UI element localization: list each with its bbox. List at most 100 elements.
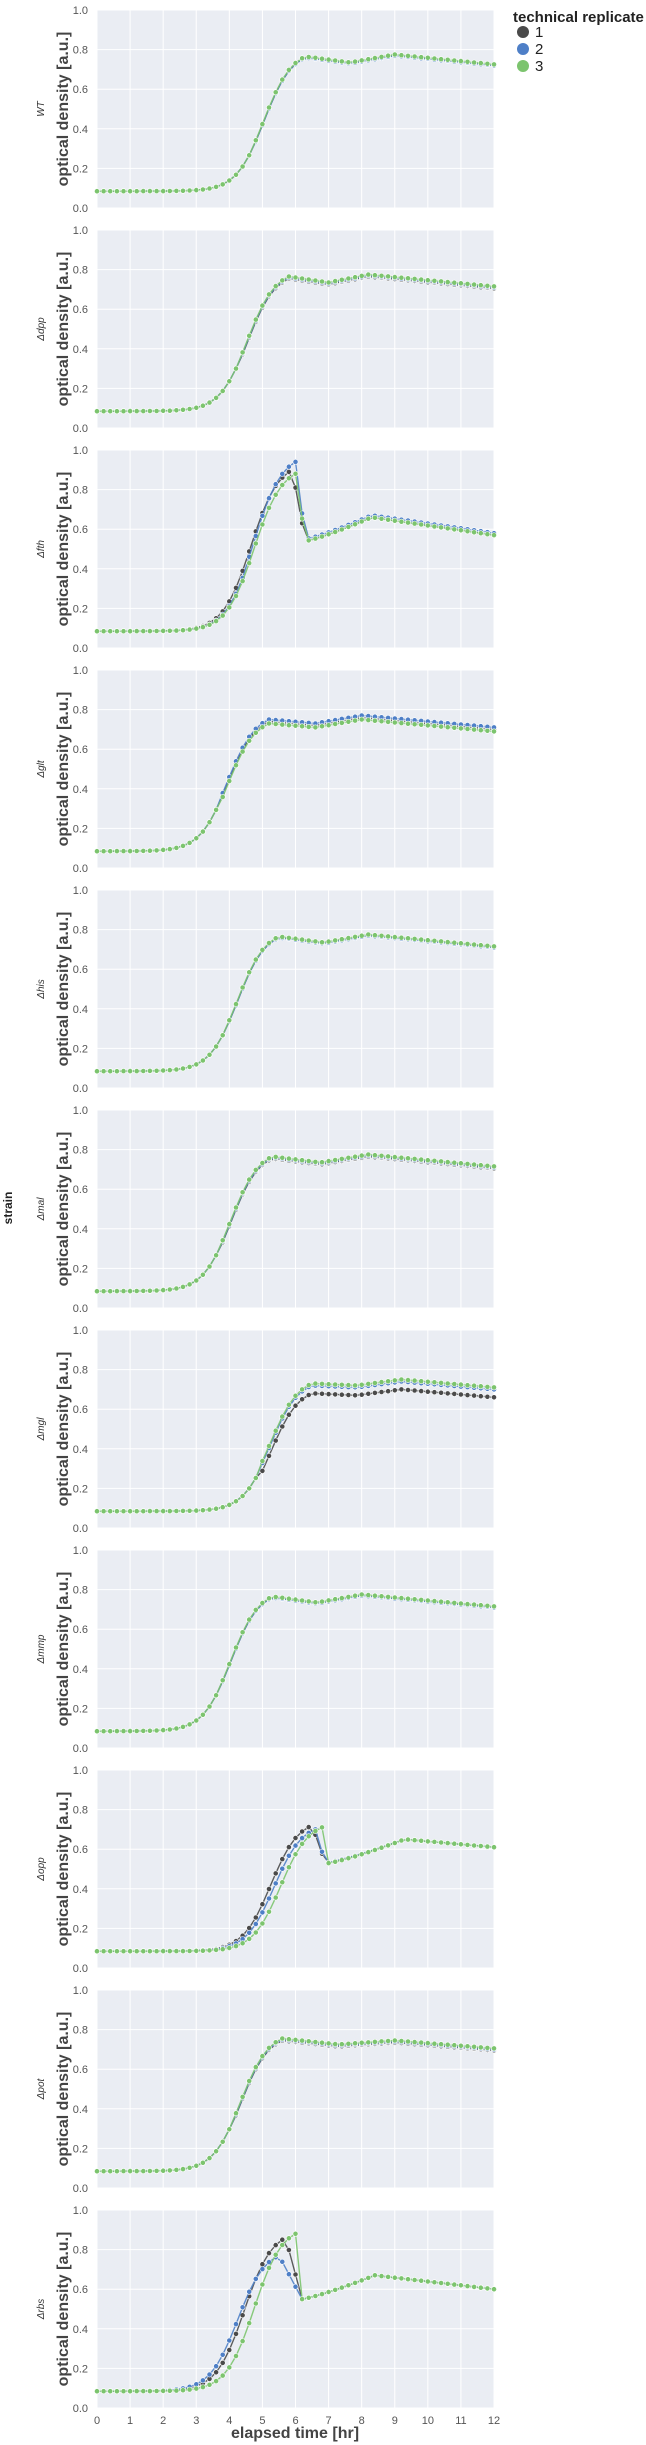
data-point [180,1948,186,1954]
data-point [424,1378,431,1385]
y-tick-label: 0.0 [73,1083,88,1095]
data-point [140,1728,147,1734]
data-point [325,56,332,63]
data-point [266,940,272,946]
data-point [180,2387,186,2394]
data-point [358,518,365,525]
data-point [371,514,378,521]
y-axis-label: optical density [a.u.] [55,1132,72,1287]
data-point [206,1051,213,1058]
y-tick-label: 0.8 [73,705,88,717]
legend-marker [517,26,529,38]
data-point [457,2282,464,2289]
data-point [259,1909,266,1916]
x-tick-label: 6 [292,2415,298,2427]
data-point [252,1914,259,1921]
data-point [385,1594,391,1600]
data-point [100,628,107,635]
panel-5: 0.0 0.2 0.4 0.6 0.8 1.0 optical density [a.u.]… [36,1105,497,1315]
panel-0: 0.0 0.2 0.4 0.6 0.8 1.0 optical density [a.u.]… [36,5,497,215]
series-replicate-3 [94,931,497,1075]
y-tick-label: 0.6 [73,2064,88,2076]
data-point [471,941,477,948]
data-point [391,1840,398,1846]
data-point [477,282,484,289]
data-point [345,935,352,941]
y-tick-label: 0.2 [73,1043,88,1055]
data-point [166,1948,173,1954]
data-point [292,1156,299,1163]
data-point [491,1163,497,1170]
data-point [299,1835,305,1841]
data-point [219,2372,226,2379]
data-point [193,835,200,842]
y-tick-label: 0.6 [73,84,88,96]
data-point [484,60,491,67]
data-point [266,1595,272,1602]
data-point [160,1727,167,1733]
data-point [272,1870,279,1877]
panel-3: 0.0 0.2 0.4 0.6 0.8 1.0 optical density [a.u.]… [36,665,497,875]
data-point [305,276,312,283]
data-point [259,2266,266,2272]
data-point [252,1929,259,1936]
legend-label: 3 [535,58,543,75]
data-point [451,1600,458,1606]
data-point [186,626,193,633]
data-point [325,2040,332,2047]
data-point [127,2388,134,2395]
data-point [438,1380,444,1386]
data-point [199,624,206,630]
data-point [292,458,299,465]
data-point [292,1851,299,1858]
data-point [153,408,160,414]
data-point [246,1616,253,1623]
x-tick-label: 10 [422,2415,434,2427]
data-point [345,2282,352,2289]
data-point [457,527,464,534]
data-point [319,1159,325,1166]
data-point [146,628,153,634]
data-point [193,1277,200,1284]
y-tick-label: 0.4 [73,1004,88,1016]
data-point [279,2258,286,2265]
data-point [352,274,358,281]
panel-10: 0.0 0.2 0.4 0.6 0.8 1.0 optical density [a.u.]… [36,2205,497,2415]
data-point [405,519,411,526]
data-point [352,521,358,528]
data-point [411,2277,418,2283]
data-point [133,848,140,854]
data-point [431,55,438,62]
data-point [146,1068,153,1074]
data-point [94,1728,100,1735]
data-point [133,1728,140,1734]
data-point [100,2388,107,2395]
data-point [100,408,107,415]
strain-label: Δopp [36,1857,47,1882]
legend-marker [517,43,529,55]
data-point [252,2275,259,2282]
data-point [299,2037,305,2044]
data-point [213,1947,219,1953]
data-point [272,1427,279,1434]
y-axis-label: optical density [a.u.] [55,1352,72,1507]
data-point [319,939,325,946]
panel-4: 0.0 0.2 0.4 0.6 0.8 1.0 optical density [a.u.]… [36,885,497,1095]
data-point [239,748,246,755]
data-point [259,1920,266,1927]
data-point [464,941,471,947]
data-point [378,1389,385,1395]
data-point [213,807,219,813]
data-point [279,470,286,477]
data-point [285,273,292,280]
data-point [451,1840,458,1847]
y-tick-label: 0.0 [73,1303,88,1315]
strain-label: Δdpp [36,317,47,342]
data-point [391,51,398,58]
data-point [213,1043,219,1050]
data-point [312,2293,319,2299]
y-tick-label: 0.4 [73,1884,88,1896]
data-point [133,2388,140,2394]
data-point [259,2261,266,2268]
data-point [246,1936,253,1942]
